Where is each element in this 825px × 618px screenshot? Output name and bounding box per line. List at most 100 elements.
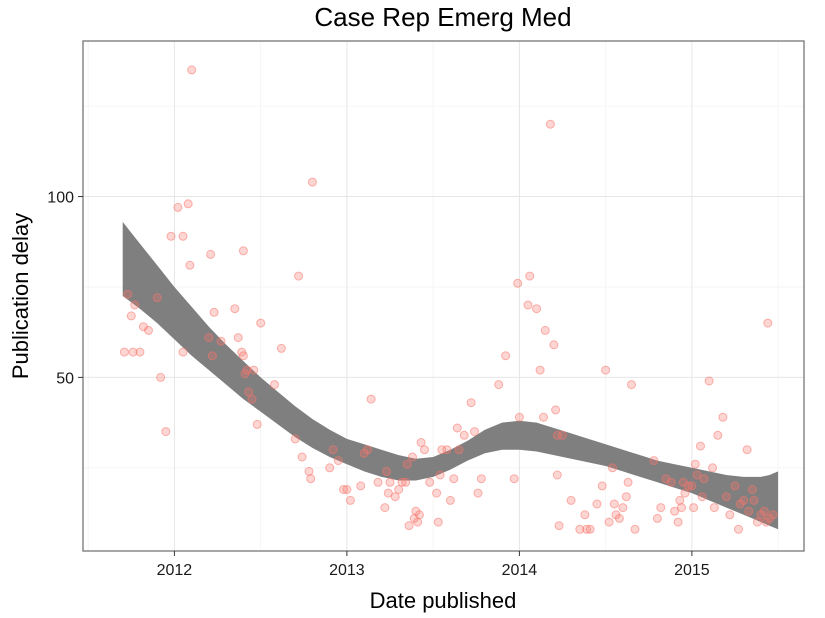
data-point	[183, 199, 193, 209]
data-point	[473, 488, 483, 498]
data-point	[185, 260, 195, 270]
data-point	[126, 311, 136, 321]
data-point	[509, 474, 519, 484]
data-point	[749, 495, 759, 505]
data-point	[276, 343, 286, 353]
data-point	[209, 307, 219, 317]
data-point	[604, 517, 614, 527]
data-point	[535, 365, 545, 375]
grid-lines	[83, 41, 804, 551]
data-point	[290, 434, 300, 444]
data-point	[404, 521, 414, 531]
data-point	[135, 347, 145, 357]
data-point	[621, 492, 631, 502]
data-point	[494, 380, 504, 390]
data-point	[383, 488, 393, 498]
data-point	[708, 463, 718, 473]
data-point	[704, 376, 714, 386]
data-point	[459, 430, 469, 440]
data-point	[390, 492, 400, 502]
data-point	[130, 300, 140, 310]
data-point	[230, 304, 240, 314]
data-point	[382, 466, 392, 476]
data-point	[408, 452, 417, 462]
data-point	[166, 231, 176, 241]
x-tick-label: 2015	[674, 562, 710, 579]
data-point	[128, 347, 138, 357]
data-point	[270, 380, 279, 390]
data-point	[721, 492, 731, 502]
data-point	[328, 445, 338, 455]
data-point	[206, 249, 216, 259]
data-point	[204, 333, 214, 343]
data-point	[666, 477, 676, 487]
data-point	[601, 365, 611, 375]
data-point	[307, 177, 317, 187]
data-point	[304, 466, 314, 476]
data-point	[752, 517, 762, 527]
data-point	[713, 430, 723, 440]
data-point	[532, 304, 542, 314]
data-point	[680, 488, 690, 498]
data-point	[690, 459, 700, 469]
data-point	[597, 481, 607, 491]
data-point	[342, 485, 352, 494]
data-point	[627, 380, 636, 390]
data-point	[249, 365, 259, 375]
data-point	[207, 351, 217, 361]
data-point	[649, 456, 659, 466]
data-point	[119, 347, 129, 357]
data-point	[233, 333, 243, 343]
data-point	[187, 65, 197, 75]
y-axis-ticks: 50 100	[47, 190, 83, 387]
data-point	[339, 485, 348, 494]
data-point	[413, 517, 423, 527]
data-point	[425, 477, 435, 487]
data-point	[768, 510, 778, 520]
data-point	[709, 503, 719, 513]
data-point	[345, 495, 355, 505]
data-point	[380, 503, 390, 513]
data-point	[545, 119, 555, 129]
data-point	[178, 347, 188, 357]
x-axis-ticks: 2012 2013 2014 2015	[157, 551, 710, 579]
data-point	[242, 365, 252, 375]
data-point	[540, 325, 550, 335]
x-axis-title: Date published	[370, 588, 517, 613]
plot-panel-border	[82, 40, 805, 552]
data-point	[247, 394, 257, 404]
data-point	[466, 398, 476, 408]
data-point	[652, 513, 662, 523]
data-point	[566, 495, 576, 505]
data-point	[470, 427, 479, 437]
data-point	[592, 499, 602, 509]
data-point	[630, 524, 640, 534]
data-point	[742, 445, 752, 455]
y-tick-label: 100	[47, 190, 74, 207]
data-point	[476, 474, 486, 484]
data-point	[609, 499, 619, 509]
data-point	[525, 271, 535, 281]
data-point	[363, 445, 373, 455]
data-point	[306, 474, 316, 484]
data-point	[673, 517, 683, 527]
data-point	[366, 394, 376, 404]
data-point	[551, 405, 561, 415]
data-point	[401, 477, 411, 487]
data-point	[585, 524, 595, 534]
data-point	[173, 202, 183, 212]
data-point	[539, 412, 548, 422]
data-point	[744, 506, 754, 516]
data-point	[734, 524, 743, 534]
data-point	[325, 463, 335, 473]
data-point	[356, 481, 366, 491]
data-point	[432, 488, 442, 498]
data-point	[238, 246, 248, 256]
data-point	[608, 463, 617, 473]
data-point	[575, 524, 585, 534]
data-point	[123, 289, 133, 299]
data-point	[435, 470, 445, 480]
y-tick-label: 50	[56, 370, 74, 387]
data-point	[420, 445, 429, 455]
